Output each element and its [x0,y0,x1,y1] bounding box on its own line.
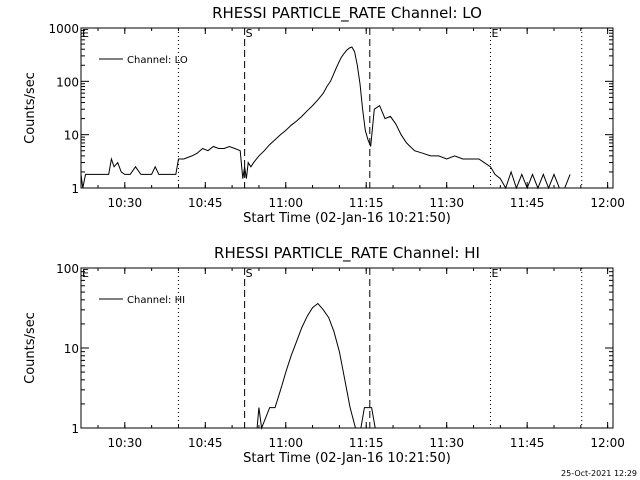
y-tick-label: 100 [56,262,79,276]
y-tick-label: 1000 [48,22,79,36]
y-tick-label: 1 [71,182,79,196]
x-tick-label: 11:15 [349,436,384,450]
chart-title: RHESSI PARTICLE_RATE Channel: LO [212,4,482,23]
y-tick-label: 10 [64,129,79,143]
y-tick-label: 1 [71,422,79,436]
x-tick-label: 11:30 [429,196,464,210]
x-tick-label: 10:30 [108,436,143,450]
y-axis-label: Counts/sec [23,312,38,384]
x-tick-label: 11:00 [268,196,303,210]
series-line [80,46,571,190]
x-tick-label: 11:45 [510,436,545,450]
x-tick-label: 12:00 [590,436,625,450]
y-axis-label: Counts/sec [23,72,38,144]
x-tick-label: 10:30 [108,196,143,210]
x-tick-label: 12:00 [590,196,625,210]
plot-channel-lo: RHESSI PARTICLE_RATE Channel: LO 10:30 10:… [23,4,625,226]
event-marker-label: E [82,267,89,280]
x-tick-label: 11:45 [510,196,545,210]
series-line [256,302,376,430]
event-marker-label: S [246,267,253,280]
chart-title: RHESSI PARTICLE_RATE Channel: HI [214,244,480,263]
event-marker-label: E [492,267,499,280]
x-axis-label: Start Time (02-Jan-16 10:21:50) [243,451,451,466]
legend-entry: Channel: HI [127,295,185,306]
plot-channel-hi: RHESSI PARTICLE_RATE Channel: HI 10:30 10:… [23,244,625,466]
x-tick-label: 10:45 [188,436,223,450]
x-tick-label: 11:30 [429,436,464,450]
legend-entry: Channel: LO [127,55,188,66]
x-tick-label: 11:00 [268,436,303,450]
y-tick-label: 10 [64,342,79,356]
x-axis-label: Start Time (02-Jan-16 10:21:50) [243,211,451,226]
timestamp: 25-Oct-2021 12:29 [561,469,637,478]
y-tick-label: 100 [56,75,79,89]
event-marker-label: S [246,27,253,40]
x-tick-label: 11:15 [349,196,384,210]
plot-frame [80,27,614,189]
event-marker-label: E [492,27,499,40]
x-tick-label: 10:45 [188,196,223,210]
event-marker-label: E [82,27,89,40]
plot-frame [80,267,614,429]
